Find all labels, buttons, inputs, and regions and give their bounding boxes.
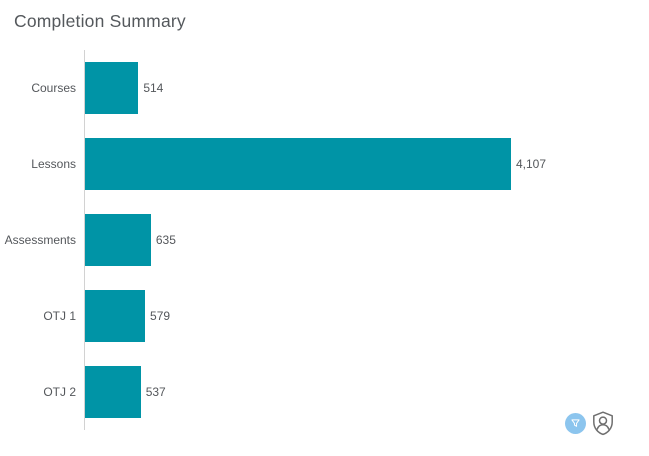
value-label: 579 — [150, 309, 171, 323]
bar[interactable] — [85, 62, 139, 114]
chart-row: Assessments 635 — [0, 202, 649, 278]
category-label: OTJ 1 — [43, 309, 76, 323]
bar-chart: Courses 514 Lessons 4,107 Assessments 63… — [0, 50, 649, 430]
category-label: Assessments — [4, 233, 76, 247]
bar[interactable] — [85, 138, 511, 190]
plot-area: 4,107 — [84, 126, 649, 202]
plot-area: 514 — [84, 50, 649, 126]
bar[interactable] — [85, 214, 151, 266]
value-label: 514 — [143, 81, 164, 95]
filter-button[interactable] — [565, 412, 586, 434]
chart-row: OTJ 2 537 — [0, 354, 649, 430]
value-label: 4,107 — [516, 157, 547, 171]
filter-icon — [570, 418, 581, 429]
shield-user-icon — [592, 410, 614, 436]
chart-row: OTJ 1 579 — [0, 278, 649, 354]
chart-row: Courses 514 — [0, 50, 649, 126]
plot-area: 635 — [84, 202, 649, 278]
chart-title: Completion Summary — [14, 11, 186, 31]
chart-row: Lessons 4,107 — [0, 126, 649, 202]
shield-user-button[interactable] — [591, 410, 615, 436]
value-label: 635 — [155, 233, 176, 247]
chart-action-icons — [565, 410, 615, 436]
plot-area: 579 — [84, 278, 649, 354]
bar[interactable] — [85, 366, 141, 418]
value-label: 537 — [145, 385, 166, 399]
category-label: Lessons — [31, 157, 76, 171]
category-label: Courses — [31, 81, 76, 95]
bar[interactable] — [85, 290, 146, 342]
category-label: OTJ 2 — [43, 385, 76, 399]
plot-area: 537 — [84, 354, 649, 430]
